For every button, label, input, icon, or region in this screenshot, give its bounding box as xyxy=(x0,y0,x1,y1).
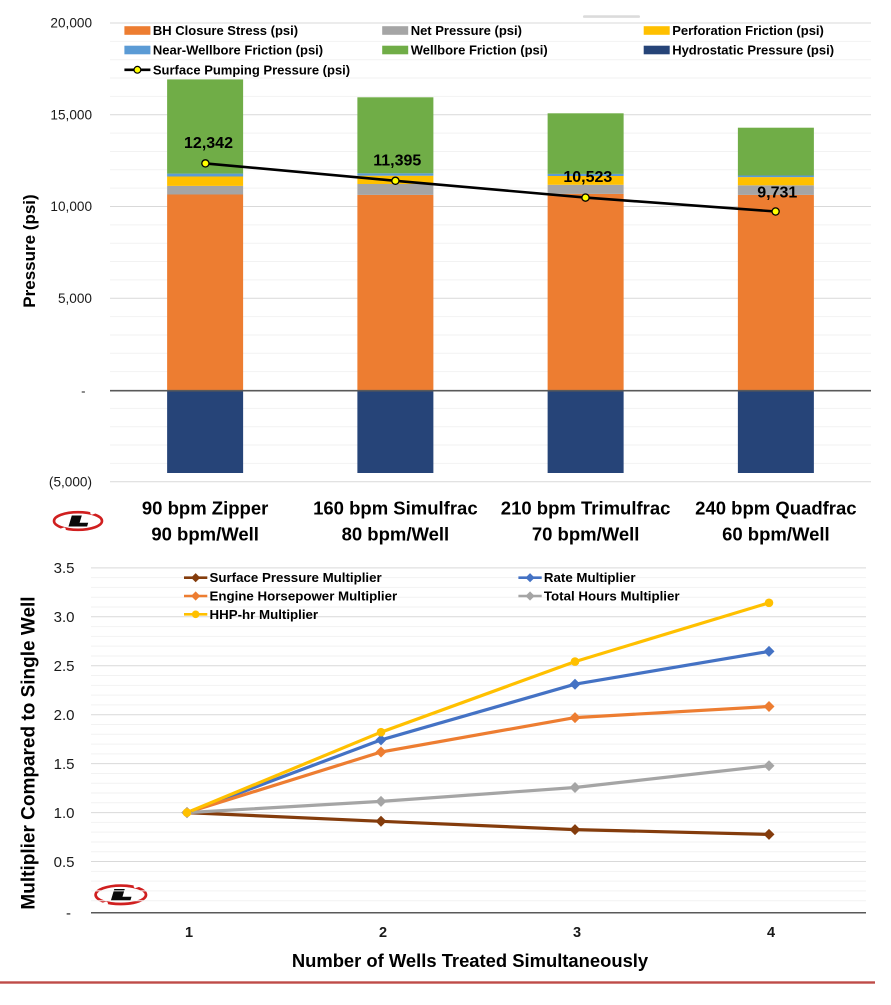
svg-text:2.5: 2.5 xyxy=(54,658,75,675)
svg-text:(5,000): (5,000) xyxy=(49,474,92,489)
svg-text:Perforation Friction (psi): Perforation Friction (psi) xyxy=(672,23,824,38)
svg-text:20,000: 20,000 xyxy=(50,16,92,31)
svg-text:2.0: 2.0 xyxy=(54,707,75,724)
svg-text:15,000: 15,000 xyxy=(50,107,92,122)
svg-text:-: - xyxy=(66,905,71,922)
svg-text:3.5: 3.5 xyxy=(54,560,75,577)
svg-text:60 bpm/Well: 60 bpm/Well xyxy=(722,524,830,545)
svg-text:10,000: 10,000 xyxy=(50,199,92,214)
svg-text:Hydrostatic Pressure (psi): Hydrostatic Pressure (psi) xyxy=(672,43,834,58)
svg-text:1: 1 xyxy=(185,925,193,941)
svg-text:5,000: 5,000 xyxy=(58,291,92,306)
svg-text:Wellbore Friction (psi): Wellbore Friction (psi) xyxy=(411,43,548,58)
svg-text:3.0: 3.0 xyxy=(54,609,75,626)
svg-text:1.5: 1.5 xyxy=(54,756,75,773)
svg-text:11,395: 11,395 xyxy=(373,152,421,169)
svg-text:210 bpm Trimulfrac: 210 bpm Trimulfrac xyxy=(501,498,671,519)
svg-text:240 bpm Quadfrac: 240 bpm Quadfrac xyxy=(695,498,856,519)
svg-text:Net Pressure (psi): Net Pressure (psi) xyxy=(411,23,522,38)
svg-text:Engine Horsepower Multiplier: Engine Horsepower Multiplier xyxy=(210,589,398,604)
svg-text:0.5: 0.5 xyxy=(54,854,75,871)
svg-text:10,523: 10,523 xyxy=(563,169,612,186)
svg-text:2: 2 xyxy=(379,925,387,941)
svg-text:80 bpm/Well: 80 bpm/Well xyxy=(342,524,450,545)
svg-text:BH Closure Stress (psi): BH Closure Stress (psi) xyxy=(153,23,298,38)
svg-text:Number of Wells Treated Simult: Number of Wells Treated Simultaneously xyxy=(292,950,649,971)
svg-text:4: 4 xyxy=(767,925,775,941)
svg-text:Multiplier Compared to Single: Multiplier Compared to Single Well xyxy=(19,596,40,909)
svg-text:90 bpm Zipper: 90 bpm Zipper xyxy=(142,498,268,519)
svg-text:Total Hours Multiplier: Total Hours Multiplier xyxy=(544,589,680,604)
svg-text:9,731: 9,731 xyxy=(757,184,797,201)
svg-text:12,342: 12,342 xyxy=(184,135,233,152)
svg-text:90 bpm/Well: 90 bpm/Well xyxy=(151,524,259,545)
svg-text:Pressure (psi): Pressure (psi) xyxy=(20,194,39,307)
svg-text:160 bpm Simulfrac: 160 bpm Simulfrac xyxy=(313,498,478,519)
svg-text:Rate Multiplier: Rate Multiplier xyxy=(544,570,636,585)
svg-text:-: - xyxy=(81,383,85,398)
svg-text:Surface Pressure Multiplier: Surface Pressure Multiplier xyxy=(210,570,382,585)
svg-text:70 bpm/Well: 70 bpm/Well xyxy=(532,524,640,545)
svg-text:HHP-hr Multiplier: HHP-hr Multiplier xyxy=(210,607,319,622)
svg-text:Surface Pumping Pressure (psi): Surface Pumping Pressure (psi) xyxy=(153,62,350,77)
svg-text:3: 3 xyxy=(573,925,581,941)
svg-text:Near-Wellbore Friction (psi): Near-Wellbore Friction (psi) xyxy=(153,43,323,58)
svg-text:1.0: 1.0 xyxy=(54,805,75,822)
